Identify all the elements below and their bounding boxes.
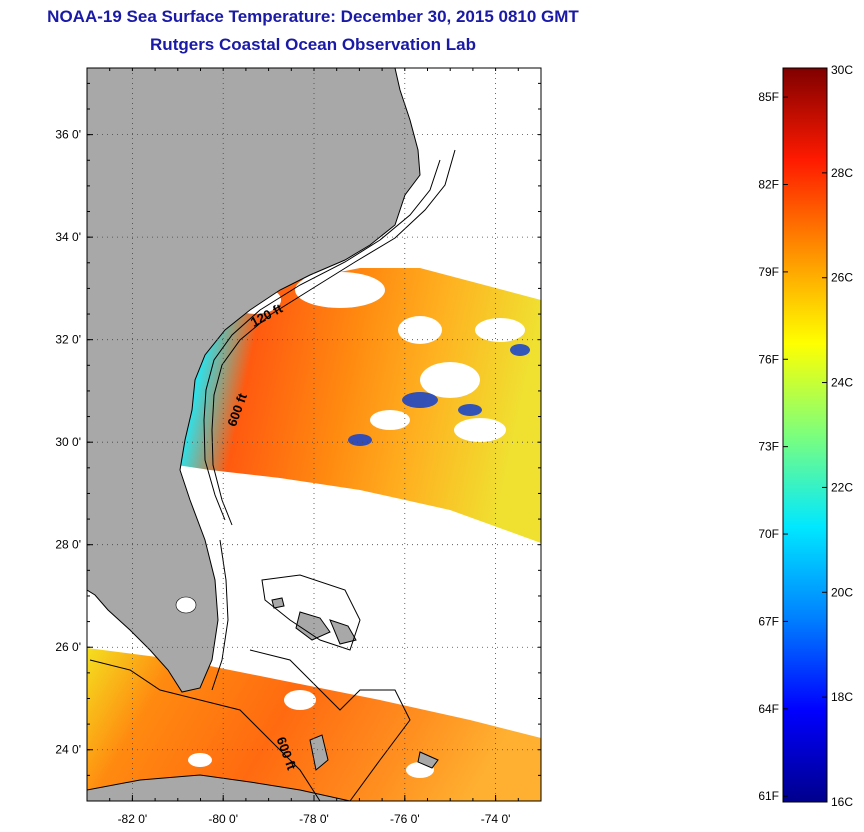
map-grid (87, 68, 541, 801)
lat-tick-label: 32 0' (55, 333, 81, 347)
cloud-gaps-north (229, 272, 525, 442)
lon-tick-label: -80 0' (208, 812, 238, 826)
lon-tick-label: -74 0' (481, 812, 511, 826)
land-cuba (87, 774, 351, 801)
lon-tick-label: -82 0' (118, 812, 148, 826)
cloud-gaps-south (188, 690, 434, 778)
map-title: NOAA-19 Sea Surface Temperature: Decembe… (47, 7, 579, 26)
lake-okeechobee (175, 596, 197, 614)
lat-tick-label: 28 0' (55, 538, 81, 552)
bathymetry-contours (89, 149, 456, 801)
map-subtitle: Rutgers Coastal Ocean Observation Lab (150, 35, 476, 54)
lon-tick-label: -78 0' (299, 812, 329, 826)
lat-tick-label: 26 0' (55, 640, 81, 654)
lat-tick-label: 24 0' (55, 743, 81, 757)
lat-tick-label: 30 0' (55, 435, 81, 449)
lon-tick-label: -76 0' (390, 812, 420, 826)
land-us-coast (87, 68, 421, 693)
lat-tick-label: 34 0' (55, 230, 81, 244)
sst-swath-north (150, 268, 541, 543)
land-bahamas (271, 597, 439, 771)
lat-tick-label: 36 0' (55, 128, 81, 142)
cool-patches-north (262, 259, 530, 446)
